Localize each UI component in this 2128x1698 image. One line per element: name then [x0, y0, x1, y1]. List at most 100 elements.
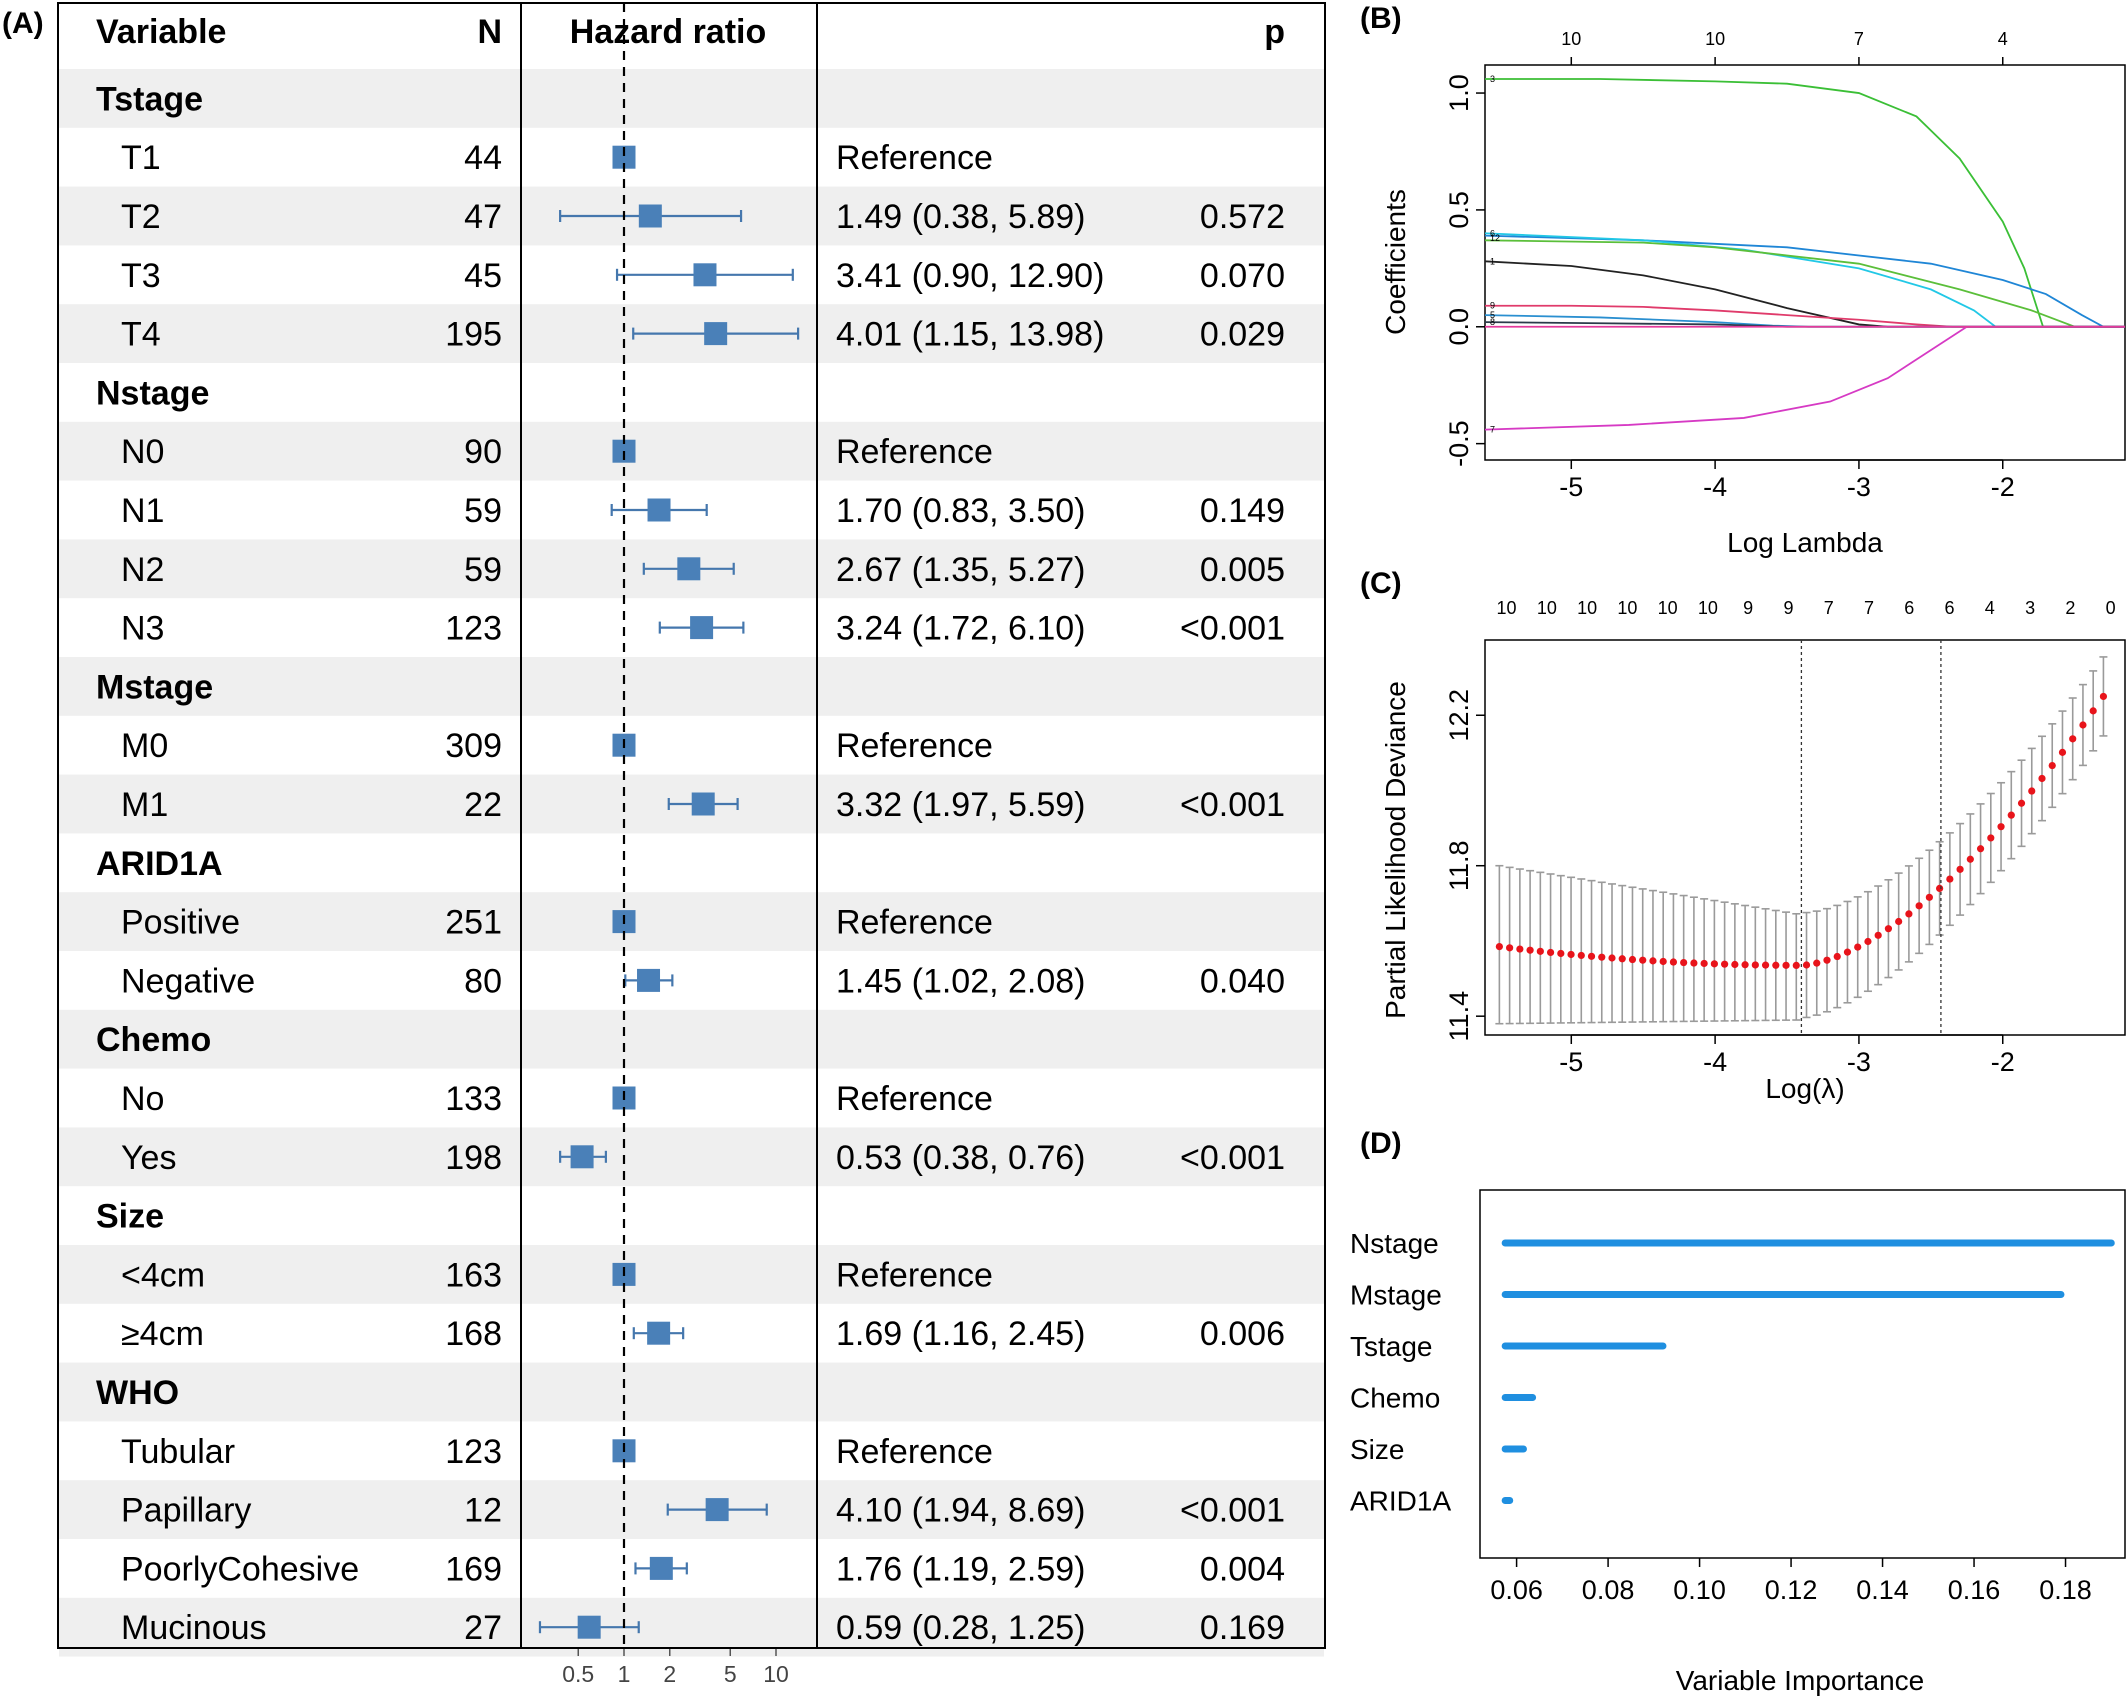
variable-label: Negative — [121, 962, 255, 1000]
group-label: Chemo — [96, 1021, 211, 1059]
p-value: 0.169 — [1200, 1609, 1285, 1647]
top-tick-label: 10 — [1561, 29, 1581, 49]
deviance-point — [1700, 959, 1708, 968]
group-label: Size — [96, 1198, 164, 1236]
p-value: 0.029 — [1200, 316, 1285, 354]
n-value: 90 — [464, 433, 502, 471]
n-value: 59 — [464, 492, 502, 530]
row-band — [59, 1362, 1324, 1422]
hr-text: 0.59 (0.28, 1.25) — [836, 1609, 1086, 1647]
panel-d: (D) Nstage Mstage Tstage Chemo Size ARID1A 0.… — [1350, 1127, 2126, 1696]
top-count-label: 10 — [1497, 598, 1517, 618]
deviance-point — [1946, 875, 1954, 883]
deviance-point — [1577, 951, 1585, 960]
deviance-point — [1966, 855, 1974, 863]
importance-label: Nstage — [1350, 1228, 1439, 1259]
top-count-label: 4 — [1985, 598, 1995, 618]
deviance-point — [1823, 956, 1831, 964]
deviance-point — [1956, 865, 1964, 873]
p-value: 0.572 — [1200, 198, 1285, 236]
panel-a: (A) Variable N Hazard ratio p Tstage T1 44… — [2, 2, 1326, 1687]
p-value: 0.070 — [1200, 257, 1285, 295]
x-tick-label: -5 — [1559, 472, 1583, 502]
top-count-label: 0 — [2106, 598, 2116, 618]
y-tick-label: 0.5 — [1444, 191, 1474, 229]
x-tick-label: -4 — [1703, 1047, 1727, 1077]
hr-text: 4.01 (1.15, 13.98) — [836, 316, 1104, 354]
n-value: 59 — [464, 551, 502, 589]
deviance-point — [1843, 948, 1852, 956]
deviance-point — [1895, 917, 1903, 926]
row-band — [59, 1245, 1324, 1304]
forest-tick-label: 10 — [763, 1661, 789, 1687]
deviance-point — [2048, 761, 2056, 770]
plot-d-xlabel: Variable Importance — [1676, 1665, 1925, 1696]
deviance-point — [1639, 956, 1647, 964]
n-value: 309 — [445, 727, 502, 765]
row-band — [59, 1009, 1324, 1069]
y-tick-label: -0.5 — [1444, 420, 1474, 467]
x-tick-label: 0.14 — [1856, 1575, 1909, 1605]
deviance-point — [1598, 953, 1606, 961]
variable-label: T4 — [121, 316, 161, 354]
deviance-point — [2028, 787, 2036, 795]
x-tick-label: 0.10 — [1673, 1575, 1726, 1605]
header-hazard-ratio: Hazard ratio — [570, 13, 767, 51]
x-tick-label: -3 — [1847, 472, 1871, 502]
deviance-point — [1925, 893, 1933, 901]
variable-label: N3 — [121, 610, 164, 648]
top-count-label: 6 — [1945, 598, 1955, 618]
deviance-point — [1905, 910, 1913, 918]
hr-text: 0.53 (0.38, 0.76) — [836, 1139, 1086, 1177]
hr-point — [637, 968, 661, 992]
forest-marks — [538, 3, 800, 1648]
n-value: 47 — [464, 198, 502, 236]
hr-point — [649, 1556, 673, 1580]
hr-point — [577, 1615, 601, 1639]
deviance-point — [1782, 961, 1790, 969]
deviance-point — [1557, 949, 1565, 958]
path-index-label: 12 — [1490, 233, 1500, 243]
hr-point — [677, 557, 701, 581]
variable-label: N2 — [121, 551, 164, 589]
deviance-point — [2079, 721, 2087, 729]
panel-b: (B) 3 612 1 958 7 -5 -4 -3 -2 -0.5 0.0 0.5 1.0 10 10 7… — [1360, 2, 2126, 558]
hr-text: Reference — [836, 433, 993, 471]
panel-b-label: (B) — [1360, 2, 1402, 35]
top-tick-label: 4 — [1998, 29, 2008, 49]
coefficient-path — [1484, 232, 2125, 328]
row-backgrounds — [59, 69, 1324, 1657]
p-value: <0.001 — [1180, 1492, 1285, 1530]
deviance-point — [1864, 937, 1872, 946]
deviance-point — [1772, 961, 1780, 969]
deviance-point — [2089, 707, 2097, 715]
x-tick-label: -5 — [1559, 1047, 1583, 1077]
deviance-point — [1628, 955, 1637, 964]
hr-text: 1.70 (0.83, 3.50) — [836, 492, 1086, 530]
header-n: N — [477, 13, 502, 51]
deviance-point — [1516, 945, 1524, 953]
top-count-label: 9 — [1743, 598, 1753, 618]
variable-label: Tubular — [121, 1433, 235, 1471]
deviance-point — [1526, 946, 1534, 954]
group-label: WHO — [96, 1374, 179, 1412]
path-index-label: 6 — [1490, 228, 1495, 238]
n-value: 123 — [445, 610, 502, 648]
panel-a-label: (A) — [2, 7, 44, 40]
plot-c-ylabel: Partial Likelihood Deviance — [1380, 681, 1411, 1019]
x-tick-label: 0.16 — [1948, 1575, 2001, 1605]
row-band — [59, 421, 1324, 481]
header-variable: Variable — [96, 13, 226, 51]
group-label: ARID1A — [96, 845, 223, 883]
p-value: <0.001 — [1180, 786, 1285, 824]
deviance-point — [1669, 958, 1678, 966]
top-tick-label: 7 — [1854, 29, 1864, 49]
variable-label: N0 — [121, 433, 164, 471]
coefficient-paths: 3 612 1 958 7 — [1484, 74, 2125, 435]
panel-d-label: (D) — [1360, 1127, 1402, 1160]
x-tick-label: -2 — [1991, 1047, 2015, 1077]
hr-text: Reference — [836, 1433, 993, 1471]
variable-label: <4cm — [121, 1256, 205, 1294]
top-count-label: 10 — [1577, 598, 1597, 618]
